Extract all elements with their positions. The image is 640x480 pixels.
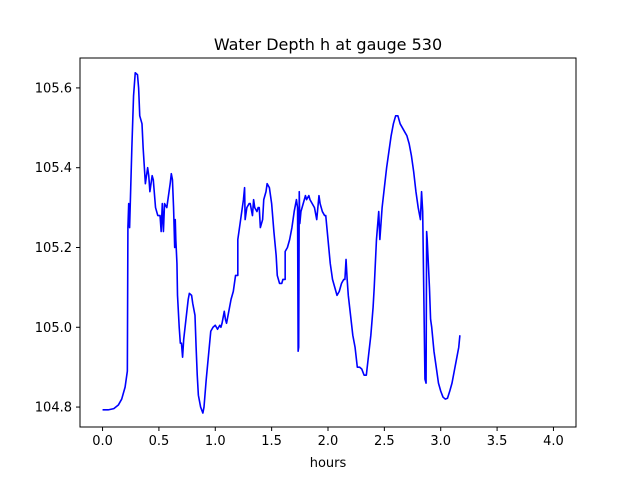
x-tick-label: 0.0 <box>92 434 113 449</box>
x-axis-label: hours <box>310 456 347 471</box>
chart-title: Water Depth h at gauge 530 <box>214 35 442 54</box>
y-tick-label: 105.4 <box>35 161 72 176</box>
y-axis: 104.8 105.0 105.2 105.4 105.6 <box>35 81 80 416</box>
x-tick-label: 3.0 <box>430 434 451 449</box>
y-tick-label: 105.2 <box>35 241 72 256</box>
x-tick-label: 1.0 <box>205 434 226 449</box>
series-line <box>102 71 461 414</box>
x-tick-label: 2.5 <box>374 434 395 449</box>
series-layer <box>102 71 461 414</box>
x-tick-label: 2.0 <box>318 434 339 449</box>
x-tick-label: 1.5 <box>261 434 282 449</box>
x-tick-label: 4.0 <box>543 434 564 449</box>
x-tick-label: 0.5 <box>149 434 170 449</box>
y-tick-label: 105.6 <box>35 81 72 96</box>
x-axis: 0.0 0.5 1.0 1.5 2.0 2.5 3.0 3.5 4.0 <box>92 427 564 449</box>
y-tick-label: 104.8 <box>35 401 72 416</box>
x-tick-label: 3.5 <box>487 434 508 449</box>
y-tick-label: 105.0 <box>35 321 72 336</box>
plot-area: 0.0 0.5 1.0 1.5 2.0 2.5 3.0 3.5 4.0 104.8105.010… <box>35 57 577 449</box>
